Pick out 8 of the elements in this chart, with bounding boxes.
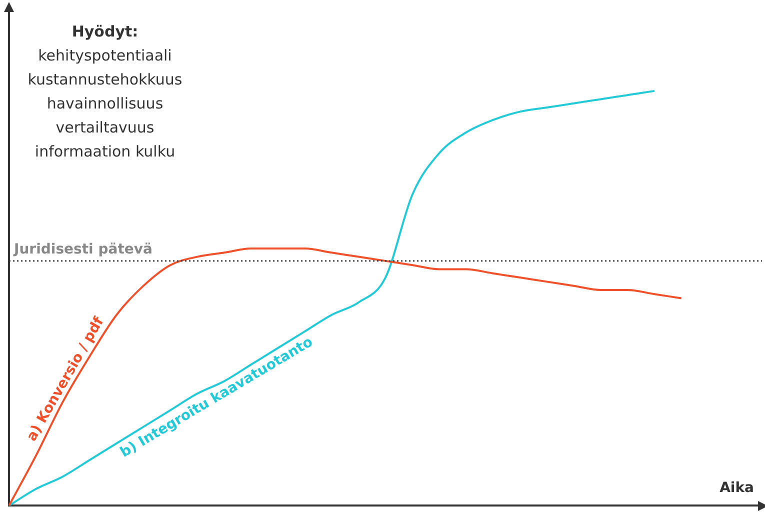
annotation: havainnollisuus xyxy=(46,94,164,112)
text: kustannustehokkuus xyxy=(28,70,182,88)
annotation: vertailtavuus xyxy=(56,118,154,136)
annotation: informaation kulku xyxy=(34,142,176,160)
text: kehityspotentiaali xyxy=(38,46,172,64)
x-axis-title: Aika xyxy=(720,480,754,496)
text: Hyödyt: xyxy=(72,22,138,40)
ref-line-label: Juridisesti pätevä xyxy=(13,242,152,258)
